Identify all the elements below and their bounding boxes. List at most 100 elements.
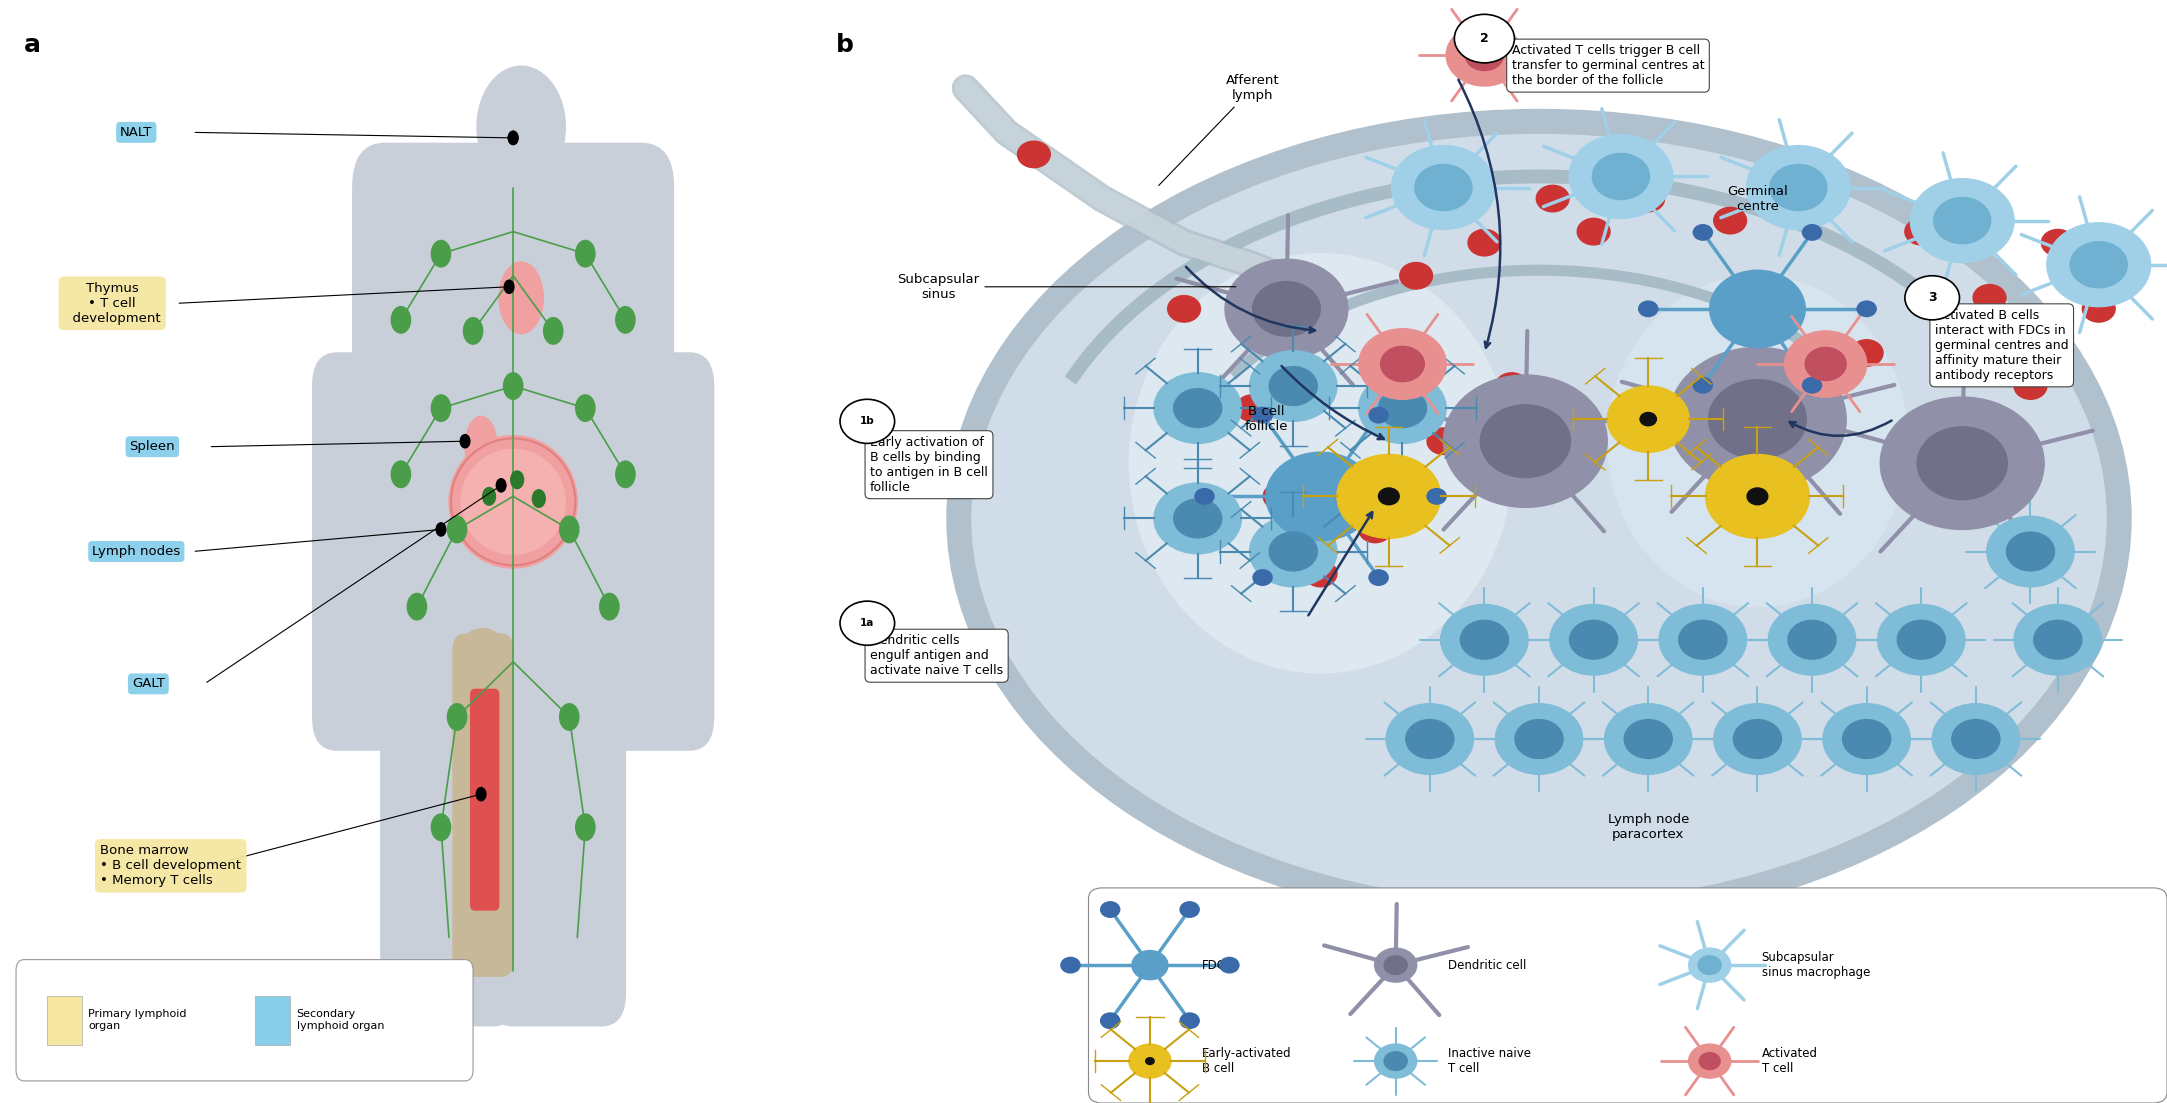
- Circle shape: [1788, 620, 1835, 660]
- Circle shape: [2069, 242, 2128, 288]
- Circle shape: [1235, 395, 1268, 421]
- Circle shape: [1747, 146, 1851, 229]
- Circle shape: [559, 516, 579, 543]
- Circle shape: [1465, 40, 1504, 71]
- Circle shape: [1851, 340, 1883, 366]
- Circle shape: [431, 395, 451, 421]
- Circle shape: [1536, 185, 1569, 212]
- Circle shape: [1062, 957, 1079, 973]
- Circle shape: [1768, 604, 1855, 675]
- Circle shape: [1415, 164, 1471, 211]
- Ellipse shape: [381, 529, 646, 640]
- Text: 3: 3: [1929, 291, 1937, 304]
- Circle shape: [1747, 488, 1768, 505]
- FancyBboxPatch shape: [381, 540, 518, 1026]
- Circle shape: [1467, 229, 1502, 256]
- Circle shape: [1406, 719, 1454, 759]
- Circle shape: [1714, 704, 1801, 774]
- Circle shape: [1175, 499, 1222, 538]
- Circle shape: [1898, 620, 1946, 660]
- Circle shape: [1640, 413, 1656, 426]
- Ellipse shape: [462, 450, 566, 555]
- Text: Secondary
lymphoid organ: Secondary lymphoid organ: [297, 1009, 384, 1031]
- Circle shape: [1679, 620, 1727, 660]
- Circle shape: [509, 131, 518, 144]
- Circle shape: [1933, 197, 1991, 244]
- Circle shape: [1688, 1045, 1731, 1078]
- Text: Activated T cells trigger B cell
transfer to germinal centres at
the border of t: Activated T cells trigger B cell transfe…: [1513, 44, 1703, 87]
- Circle shape: [533, 490, 546, 507]
- Circle shape: [431, 814, 451, 840]
- Circle shape: [1461, 620, 1508, 660]
- Circle shape: [1400, 263, 1432, 289]
- Circle shape: [1374, 949, 1417, 982]
- Circle shape: [1842, 719, 1890, 759]
- Circle shape: [1370, 570, 1389, 586]
- Ellipse shape: [498, 263, 544, 333]
- Circle shape: [1454, 14, 1515, 63]
- Circle shape: [431, 240, 451, 267]
- Text: Inactive naive
T cell: Inactive naive T cell: [1448, 1047, 1530, 1075]
- Text: Afferent
lymph: Afferent lymph: [1159, 74, 1279, 185]
- Circle shape: [1224, 259, 1348, 358]
- Circle shape: [1625, 719, 1673, 759]
- Text: Early activation of
B cells by binding
to antigen in B cell
follicle: Early activation of B cells by binding t…: [869, 436, 988, 494]
- Circle shape: [511, 471, 524, 489]
- Circle shape: [1933, 704, 2020, 774]
- Text: Subcapsular
sinus macrophage: Subcapsular sinus macrophage: [1762, 951, 1870, 979]
- FancyBboxPatch shape: [256, 996, 290, 1045]
- FancyBboxPatch shape: [353, 143, 674, 651]
- Circle shape: [1495, 704, 1582, 774]
- Circle shape: [1593, 153, 1649, 200]
- Circle shape: [1337, 454, 1441, 538]
- Circle shape: [1101, 1013, 1120, 1028]
- Circle shape: [1370, 407, 1389, 422]
- Text: GALT: GALT: [132, 677, 165, 690]
- Text: b: b: [836, 33, 854, 57]
- Circle shape: [1428, 428, 1461, 454]
- Circle shape: [1266, 452, 1376, 540]
- Circle shape: [1803, 225, 1822, 240]
- Circle shape: [2082, 296, 2115, 322]
- Circle shape: [1877, 604, 1965, 675]
- Ellipse shape: [449, 436, 576, 568]
- Circle shape: [1175, 388, 1222, 428]
- Circle shape: [1385, 956, 1406, 974]
- Circle shape: [1660, 604, 1747, 675]
- Circle shape: [1194, 489, 1214, 504]
- Ellipse shape: [1129, 254, 1513, 673]
- Circle shape: [1549, 604, 1638, 675]
- Circle shape: [615, 307, 635, 333]
- Circle shape: [1688, 949, 1731, 982]
- Circle shape: [1263, 483, 1296, 510]
- Circle shape: [1905, 276, 1959, 320]
- Circle shape: [1692, 225, 1712, 240]
- Text: Dendritic cell: Dendritic cell: [1448, 959, 1526, 972]
- Circle shape: [1155, 373, 1242, 443]
- Circle shape: [1168, 296, 1201, 322]
- Circle shape: [1604, 704, 1692, 774]
- Circle shape: [1380, 346, 1424, 382]
- Circle shape: [1669, 347, 1846, 491]
- Text: Early-activated
B cell: Early-activated B cell: [1203, 1047, 1292, 1075]
- Circle shape: [1146, 1058, 1155, 1064]
- FancyBboxPatch shape: [1088, 888, 2167, 1103]
- Circle shape: [841, 601, 895, 645]
- Circle shape: [576, 240, 596, 267]
- Circle shape: [1734, 719, 1781, 759]
- Circle shape: [446, 704, 466, 730]
- Circle shape: [1428, 489, 1445, 504]
- Circle shape: [1391, 146, 1495, 229]
- Circle shape: [1857, 301, 1877, 317]
- Circle shape: [1632, 185, 1664, 212]
- Circle shape: [559, 704, 579, 730]
- Circle shape: [1699, 1052, 1721, 1070]
- Text: Spleen: Spleen: [130, 440, 176, 453]
- Circle shape: [1987, 483, 2020, 510]
- Text: Dendritic cells
engulf antigen and
activate naive T cells: Dendritic cells engulf antigen and activ…: [869, 634, 1003, 677]
- FancyBboxPatch shape: [312, 353, 433, 750]
- Text: 1a: 1a: [860, 618, 875, 629]
- Circle shape: [436, 523, 446, 536]
- Text: FDC: FDC: [1203, 959, 1227, 972]
- FancyBboxPatch shape: [15, 960, 472, 1081]
